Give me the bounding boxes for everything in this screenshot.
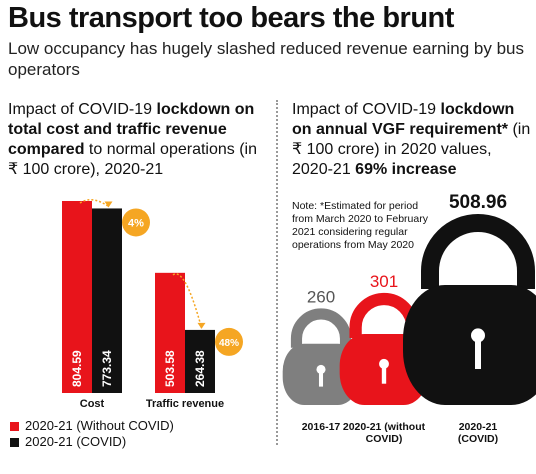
padlock-value-label: 301	[370, 272, 398, 291]
bar-traffic-revenue-covid	[185, 329, 215, 393]
padlock-shackle	[421, 214, 535, 289]
bar-traffic-revenue-without-covid	[155, 272, 185, 393]
legend-label-covid: 2020-21 (COVID)	[25, 434, 127, 449]
footnote: Note: *Estimated for period from March 2…	[292, 200, 428, 251]
keyhole-slot	[318, 369, 324, 387]
category-label: Cost	[80, 398, 105, 410]
right-heading-pre: Impact of COVID-19	[292, 101, 441, 118]
bar-cost-without-covid	[62, 200, 92, 393]
padlock-category-label: 2020-21 (without	[343, 421, 426, 433]
legend-swatch-red	[10, 421, 19, 431]
padlock-category-label: (COVID)	[458, 433, 498, 445]
padlock-category-label: COVID)	[366, 433, 403, 445]
category-label: Traffic revenue	[146, 398, 224, 410]
panel-divider	[276, 100, 278, 445]
change-badge	[122, 208, 150, 237]
change-badge-label: 4%	[128, 217, 144, 229]
legend-item-covid: 2020-21 (COVID)	[10, 434, 126, 450]
change-arrowhead	[197, 322, 206, 329]
legend-item-without-covid: 2020-21 (Without COVID)	[10, 418, 174, 434]
bar-value-label: 773.34	[100, 350, 114, 387]
right-heading-mid: (in ₹ 100 crore) in 2020 values, 2020-21	[292, 121, 531, 178]
bar-value-label: 264.38	[193, 350, 207, 387]
right-heading-bold: lockdown on annual VGF requirement*	[292, 101, 515, 138]
legend-swatch-black	[10, 437, 19, 447]
legend-label-without-covid: 2020-21 (Without COVID)	[25, 418, 174, 433]
page-subtitle: Low occupancy has hugely slashed reduced…	[8, 39, 525, 79]
padlock-value-label: 508.96	[449, 192, 507, 213]
left-heading-bold: lockdown on total cost and traffic reven…	[8, 101, 255, 158]
bar-value-label: 804.59	[70, 350, 84, 387]
bar-cost-covid	[92, 208, 122, 393]
left-heading-rest: to normal operations (in ₹ 100 crore), 2…	[8, 141, 257, 178]
left-heading-pre: Impact of COVID-19	[8, 101, 157, 118]
right-heading-increase: 69% increase	[355, 161, 457, 178]
left-panel-heading: Impact of COVID-19 lockdown on total cos…	[8, 100, 270, 180]
change-badge-label: 48%	[219, 338, 239, 349]
bar-value-label: 503.58	[163, 350, 177, 387]
padlock-category-label: 2020-21	[459, 421, 498, 433]
padlock-shackle	[290, 308, 352, 348]
padlock-body	[403, 285, 536, 405]
change-arrow	[172, 273, 203, 329]
right-panel-heading: Impact of COVID-19 lockdown on annual VG…	[292, 100, 532, 180]
change-arrowhead	[104, 201, 113, 208]
change-badge	[215, 327, 243, 356]
padlock-category-label: 2016-17	[302, 421, 341, 433]
padlock-value-label: 260	[307, 287, 335, 306]
change-arrow	[79, 198, 109, 208]
keyhole-slot	[475, 335, 481, 369]
keyhole-slot	[381, 363, 387, 384]
page-title: Bus transport too bears the brunt	[8, 2, 454, 34]
